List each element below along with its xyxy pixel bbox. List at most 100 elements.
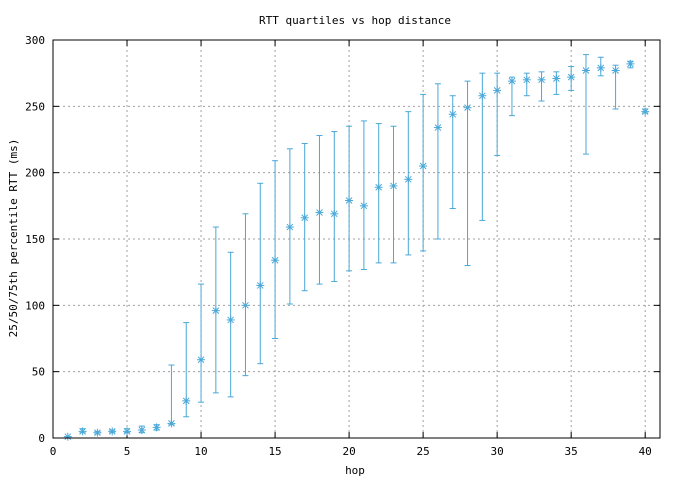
- median-point: [626, 59, 635, 68]
- asterisk-stroke: [523, 76, 531, 84]
- median-point: [359, 201, 368, 210]
- x-tick-label: 15: [268, 445, 281, 458]
- x-tick-label: 30: [491, 445, 504, 458]
- asterisk-stroke: [153, 424, 160, 431]
- median-point: [137, 426, 146, 435]
- asterisk-stroke: [301, 214, 309, 222]
- median-point: [241, 301, 250, 310]
- asterisk-stroke: [227, 316, 235, 324]
- asterisk-stroke: [138, 426, 146, 434]
- median-point: [63, 432, 72, 441]
- median-point: [256, 281, 265, 290]
- plot-border: [52, 39, 661, 439]
- median-point: [478, 91, 487, 100]
- error-bar: [272, 160, 279, 339]
- asterisk-stroke: [330, 210, 338, 218]
- median-point: [226, 315, 235, 324]
- y-tick-label: 200: [25, 167, 45, 180]
- x-tick-label: 35: [565, 445, 578, 458]
- asterisk-stroke: [508, 77, 516, 85]
- median-point: [552, 74, 561, 83]
- error-bar: [198, 283, 205, 403]
- asterisk-stroke: [182, 397, 190, 405]
- x-tick-label: 0: [50, 445, 57, 458]
- error-bar: [434, 83, 441, 240]
- asterisk-stroke: [256, 282, 264, 289]
- x-tick-label: 20: [342, 445, 355, 458]
- asterisk-stroke: [493, 87, 501, 94]
- asterisk-stroke: [538, 76, 545, 84]
- asterisk-stroke: [404, 175, 412, 183]
- error-bar: [242, 213, 249, 377]
- median-point: [345, 196, 354, 205]
- median-point: [197, 355, 206, 364]
- median-point: [596, 63, 605, 72]
- median-point: [211, 306, 220, 315]
- asterisk-stroke: [612, 67, 619, 74]
- error-bar: [227, 251, 234, 398]
- median-point: [167, 419, 176, 428]
- error-bar: [464, 80, 471, 267]
- median-points: [63, 59, 650, 441]
- median-point: [108, 427, 117, 436]
- x-tick-label: 10: [194, 445, 207, 458]
- median-point: [182, 396, 191, 405]
- median-point: [611, 66, 620, 75]
- asterisk-stroke: [567, 73, 575, 81]
- median-point: [389, 181, 398, 190]
- x-tick-label: 40: [639, 445, 652, 458]
- asterisk-stroke: [390, 182, 397, 190]
- y-tick-label: 100: [25, 299, 45, 312]
- y-tick-label: 0: [38, 432, 45, 445]
- median-point: [493, 86, 502, 95]
- y-tick-label: 50: [32, 366, 45, 379]
- axis-ticks: 0 50 100 150 200 250 300 0 5 10 15 20 25 30 35 40: [25, 34, 660, 458]
- median-point: [507, 77, 516, 86]
- error-bar: [257, 182, 264, 365]
- asterisk-stroke: [597, 64, 605, 72]
- error-bar: [375, 123, 382, 264]
- median-point: [404, 175, 413, 184]
- asterisk-stroke: [478, 92, 486, 100]
- median-point: [448, 110, 457, 119]
- asterisk-stroke: [168, 420, 175, 427]
- x-tick-label: 5: [124, 445, 131, 458]
- asterisk-stroke: [94, 429, 101, 437]
- asterisk-stroke: [419, 162, 427, 170]
- asterisk-stroke: [286, 223, 294, 231]
- asterisk-stroke: [582, 67, 590, 74]
- error-bar: [168, 364, 175, 426]
- median-point: [522, 75, 531, 84]
- median-point: [271, 256, 280, 265]
- y-tick-label: 300: [25, 34, 45, 47]
- error-bar: [331, 131, 338, 282]
- median-point: [567, 73, 576, 82]
- y-tick-label: 250: [25, 100, 45, 113]
- asterisk-stroke: [641, 108, 649, 115]
- chart-title: RTT quartiles vs hop distance: [259, 14, 451, 27]
- median-point: [463, 103, 472, 112]
- median-point: [123, 427, 132, 436]
- asterisk-stroke: [553, 75, 560, 82]
- asterisk-stroke: [316, 209, 323, 216]
- grid-lines: [53, 40, 660, 438]
- median-point: [537, 75, 546, 84]
- asterisk-stroke: [375, 183, 383, 191]
- asterisk-stroke: [360, 202, 368, 210]
- error-bars: [64, 54, 649, 439]
- asterisk-stroke: [64, 433, 72, 441]
- asterisk-stroke: [464, 104, 471, 112]
- median-point: [315, 208, 324, 217]
- y-tick-label: 150: [25, 233, 45, 246]
- median-point: [78, 427, 87, 436]
- asterisk-stroke: [197, 356, 205, 364]
- x-axis-label: hop: [345, 464, 365, 477]
- median-point: [152, 423, 161, 432]
- asterisk-stroke: [449, 110, 457, 118]
- median-point: [641, 107, 650, 116]
- asterisk-stroke: [123, 428, 131, 435]
- asterisk-stroke: [434, 124, 442, 131]
- median-point: [581, 66, 590, 75]
- median-point: [433, 123, 442, 132]
